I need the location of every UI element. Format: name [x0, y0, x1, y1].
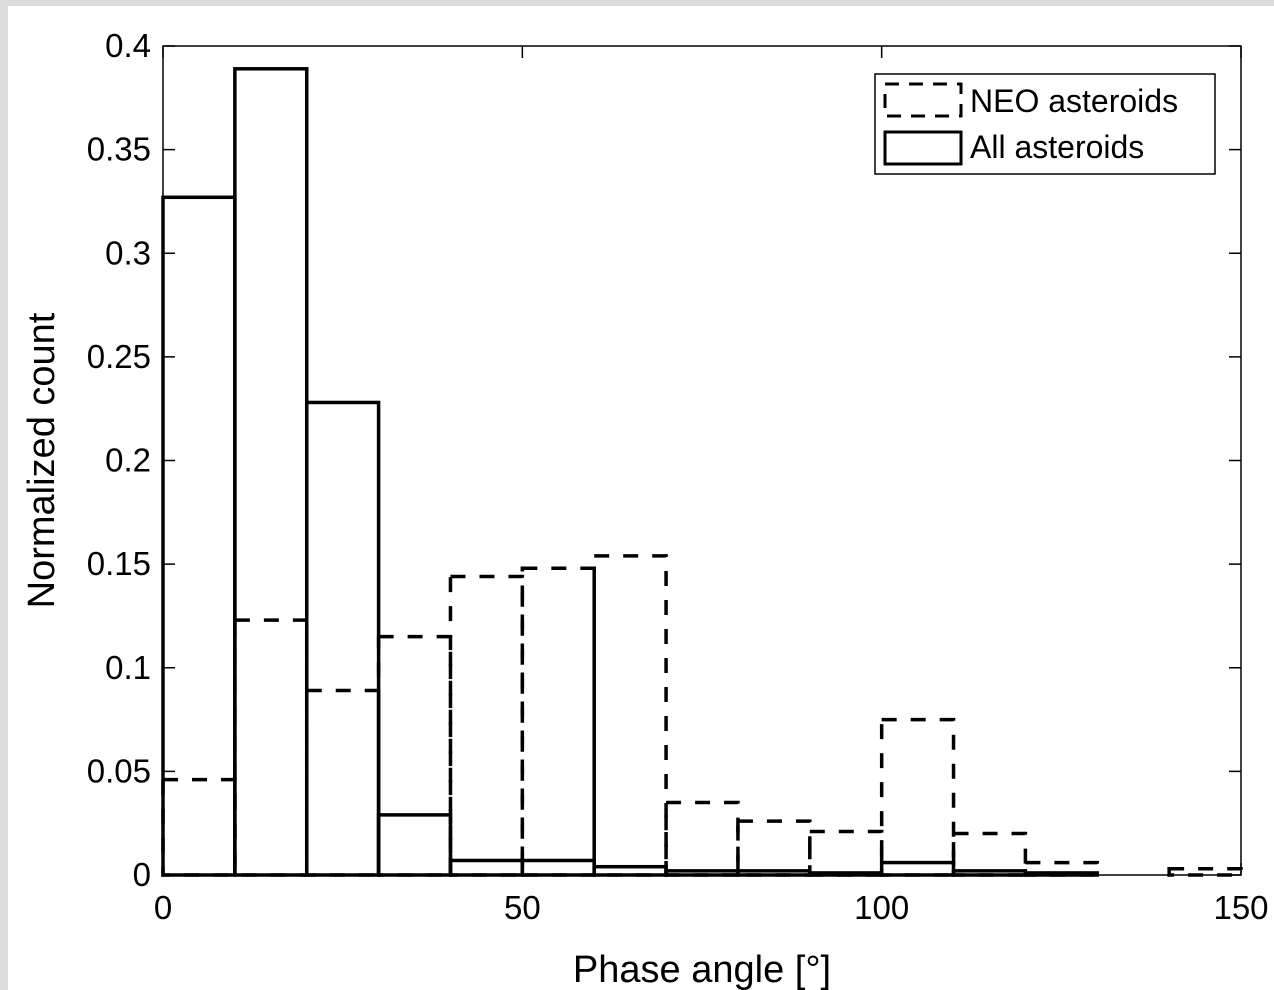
y-tick-label: 0.35 — [87, 131, 151, 168]
y-axis-label: Normalized count — [21, 312, 63, 608]
all-bar-3 — [376, 813, 453, 877]
neo-bar-4 — [448, 574, 525, 877]
legend-swatch-neo — [883, 82, 963, 118]
y-tick-label: 0.25 — [87, 338, 151, 375]
legend-label-neo: NEO asteroids — [970, 83, 1178, 119]
all-bar-1 — [233, 67, 309, 877]
all-bar-2 — [304, 400, 381, 877]
x-tick-label: 150 — [1213, 889, 1268, 926]
y-tick-label: 0.2 — [105, 442, 151, 479]
legend-box — [874, 73, 1216, 175]
histogram-chart: 0 50 100 150 0 0.05 0.1 0.15 0.2 0.25 0.3 0.35 0.4 P… — [21, 27, 1269, 990]
all-bar-6 — [592, 864, 668, 877]
x-axis-label: Phase angle [°] — [573, 949, 831, 990]
figure-frame: 0 50 100 150 0 0.05 0.1 0.15 0.2 0.25 0.3 0.35 0.4 P… — [8, 6, 1274, 990]
y-tick-label: 0.15 — [87, 545, 151, 582]
y-tick-label: 0.3 — [105, 234, 151, 271]
neo-bar-8 — [736, 819, 812, 877]
ticks-layer: 0 50 100 150 0 0.05 0.1 0.15 0.2 0.25 0.3 0.35 0.4 — [87, 27, 1269, 926]
x-tick-label: 0 — [154, 889, 172, 926]
all-bar-5 — [520, 858, 596, 877]
all-bar-4 — [448, 858, 525, 877]
x-tick-label: 100 — [854, 889, 909, 926]
neo-bar-14 — [1167, 867, 1243, 877]
y-tick-label: 0.4 — [105, 27, 151, 64]
neo-bar-2 — [304, 688, 381, 877]
legend-swatch-all — [883, 130, 963, 166]
neo-bar-10 — [879, 717, 956, 877]
bars-layer — [161, 67, 1243, 877]
all-bar-10 — [879, 860, 956, 877]
neo-bar-11 — [951, 831, 1028, 877]
y-tick-label: 0.05 — [87, 752, 151, 789]
neo-bar-3 — [376, 634, 453, 877]
legend: NEO asteroids All asteroids — [874, 73, 1216, 175]
all-bar-0 — [161, 195, 237, 877]
y-tick-label: 0 — [133, 856, 151, 893]
neo-bar-6 — [592, 554, 668, 877]
y-tick-label: 0.1 — [105, 649, 151, 686]
neo-bar-7 — [664, 800, 740, 877]
neo-bar-9 — [808, 829, 884, 877]
neo-bar-0 — [161, 777, 237, 877]
neo-bar-1 — [233, 618, 309, 877]
legend-label-all: All asteroids — [970, 129, 1144, 165]
x-tick-label: 50 — [504, 889, 541, 926]
neo-bar-5 — [520, 566, 596, 877]
